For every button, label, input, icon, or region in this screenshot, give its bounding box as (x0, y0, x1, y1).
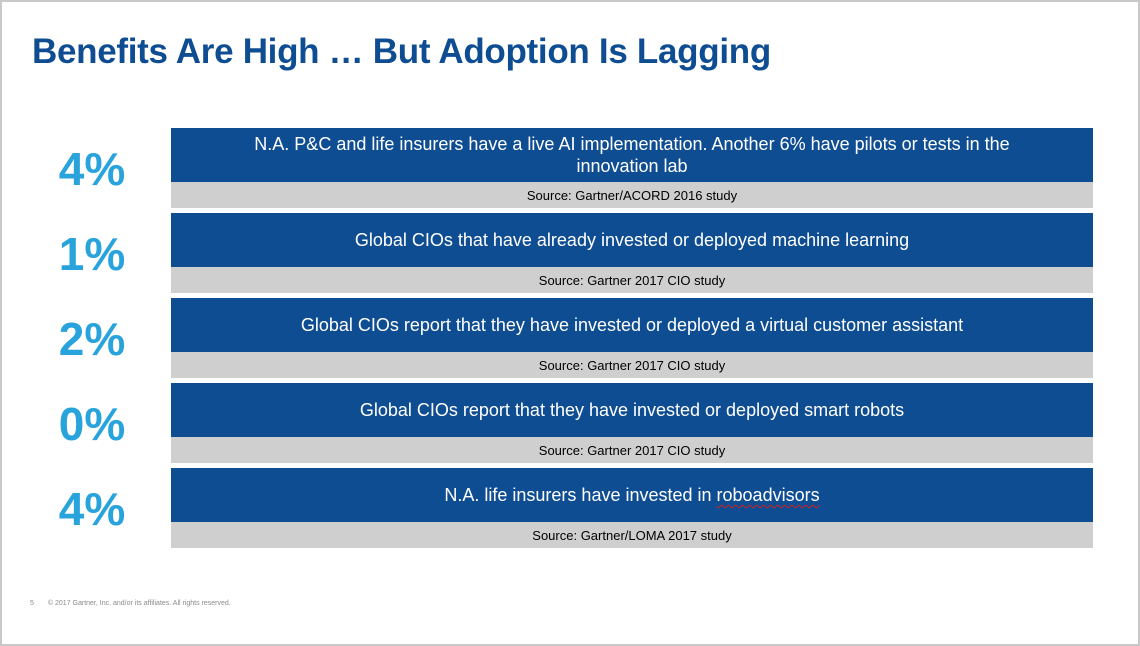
stat-description: Global CIOs report that they have invest… (171, 298, 1093, 352)
stat-percent: 0% (58, 398, 126, 450)
stat-description: Global CIOs report that they have invest… (171, 383, 1093, 437)
stat-description: Global CIOs that have already invested o… (171, 213, 1093, 267)
stat-description-text: Global CIOs that have already invested o… (354, 230, 910, 250)
stat-percent: 4% (58, 483, 126, 535)
stat-row: 1% Global CIOs that have already investe… (2, 213, 1140, 298)
stat-description-text: N.A. P&C and life insurers have a live A… (254, 134, 1010, 176)
stat-source: Source: Gartner 2017 CIO study (171, 352, 1093, 378)
stat-source: Source: Gartner 2017 CIO study (171, 437, 1093, 463)
stat-percent: 2% (58, 313, 126, 365)
stat-source: Source: Gartner/LOMA 2017 study (171, 522, 1093, 548)
stat-source: Source: Gartner/ACORD 2016 study (171, 182, 1093, 208)
stat-row: 0% Global CIOs report that they have inv… (2, 383, 1140, 468)
stat-description-prefix: N.A. life insurers have invested in (444, 485, 717, 505)
stat-list: 4% N.A. P&C and life insurers have a liv… (2, 128, 1140, 553)
stat-percent: 4% (58, 143, 126, 195)
stat-description-text: N.A. life insurers have invested in robo… (444, 484, 819, 506)
slide-footer: 5 © 2017 Gartner, Inc. and/or its affilia… (30, 600, 231, 607)
stat-description: N.A. P&C and life insurers have a live A… (171, 128, 1093, 182)
stat-description: N.A. life insurers have invested in robo… (171, 468, 1093, 522)
stat-row: 2% Global CIOs report that they have inv… (2, 298, 1140, 383)
page-number: 5 (30, 600, 34, 607)
stat-row: 4% N.A. life insurers have invested in r… (2, 468, 1140, 553)
stat-percent: 1% (58, 228, 126, 280)
spellcheck-flagged-word: roboadvisors (716, 485, 820, 505)
stat-description-text: Global CIOs report that they have invest… (359, 400, 905, 420)
stat-source: Source: Gartner 2017 CIO study (171, 267, 1093, 293)
slide-title: Benefits Are High … But Adoption Is Lagg… (32, 32, 771, 71)
stat-row: 4% N.A. P&C and life insurers have a liv… (2, 128, 1140, 213)
stat-description-text: Global CIOs report that they have invest… (300, 315, 964, 335)
copyright-notice: © 2017 Gartner, Inc. and/or its affiliat… (47, 600, 231, 607)
